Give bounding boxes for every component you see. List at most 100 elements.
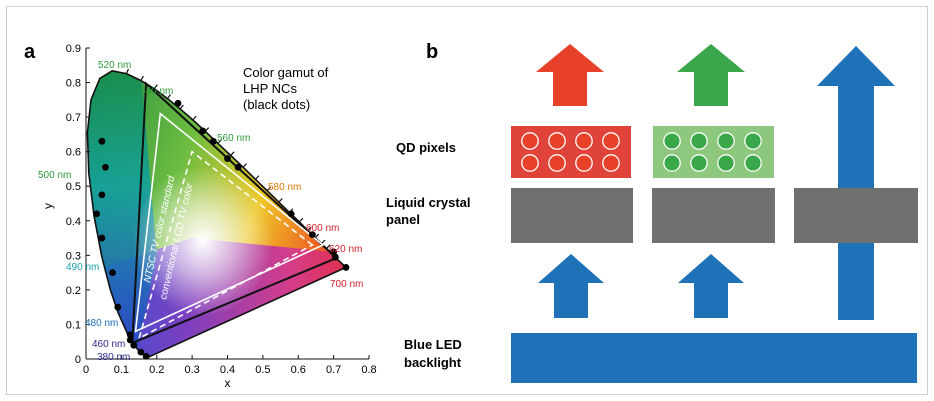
wavelength-label: 500 nm [38,170,71,181]
lhp-gamut-triangle [131,81,339,345]
lhp-nc-dot [114,303,122,311]
lhp-nc-dot [209,137,217,145]
panel-a: a 0 0.1 0.2 0.3 0.4 0.5 0.6 0.7 0.8 0 0.1 0.2 0.3 0.4… [24,41,377,390]
locus-tick [179,104,184,110]
lcd-triangle [137,150,314,340]
qd-dot [744,132,762,150]
lhp-nc-dot [137,348,145,356]
lhp-nc-dot [199,127,207,135]
x-tick-label: 0.7 [326,364,341,376]
y-tick-label: 0.1 [66,319,81,331]
y-tick-label: 0 [75,354,81,366]
panel-b: b QD pixels Liquid crystal panel Blue LE… [386,41,918,383]
wavelength-label: 480 nm [85,318,118,329]
x-tick-label: 0 [83,364,89,376]
wavelength-label: 700 nm [330,279,363,290]
wavelength-label: 460 nm [92,339,125,350]
lhp-nc-dot [93,210,101,218]
lhp-nc-dot [109,269,116,277]
qd-dot [717,154,735,172]
locus-tick [217,139,222,144]
x-tick-label: 0.4 [220,364,235,376]
wavelength-label: 600 nm [306,223,339,234]
blue-input-arrow-1 [538,254,604,318]
locus-tick [242,163,247,168]
figure-frame [6,6,928,395]
qd-dot [663,132,681,150]
x-tick-label: 0.1 [114,364,129,376]
qd-dot [663,154,681,172]
locus-tick [153,84,158,90]
locus-tick [266,186,272,192]
lc-block-2 [652,188,775,243]
qd-dot [690,154,708,172]
locus-tick [140,75,144,81]
gamut-triangles [131,81,339,345]
axes: 0 0.1 0.2 0.3 0.4 0.5 0.6 0.7 0.8 0 0.1 0.2 0.3 0.4 0.… [41,43,377,390]
lhp-nc-dot [142,352,150,360]
y-tick-label: 0.7 [66,112,81,124]
wavelength-label: 620 nm [329,244,362,255]
green-output-arrow [677,44,745,106]
locus-tick [314,233,320,239]
y-tick-label: 0.4 [66,216,81,228]
gamut-legend: Color gamut of LHP NCs (black dots) [243,65,329,112]
x-tick-label: 0.6 [291,364,306,376]
lc-panel-label-2: panel [386,212,420,227]
blue-passthrough-arrow [817,46,895,320]
lhp-nc-dot [287,210,295,218]
locus-tick [307,226,312,231]
ntsc-triangle [134,112,325,333]
wavelength-label: 380 nm [97,352,130,363]
blue-led-backlight [511,333,917,383]
lhp-nc-dot [330,248,338,256]
lhp-nc-dots [93,99,350,360]
qd-dot [548,154,566,172]
x-tick-label: 0.2 [149,364,164,376]
qd-dot [717,132,735,150]
legend-line-3: (black dots) [243,97,310,112]
locus-tick [255,175,260,180]
locus-tick [125,68,130,74]
lc-block-3 [794,188,918,243]
locus-tick [326,244,331,249]
locus-ticks [125,68,335,254]
x-axis-label: x [225,376,231,390]
green-qd-dots [663,132,762,172]
panel-a-label: a [24,41,36,63]
lhp-nc-dot [342,264,350,271]
y-tick-label: 0.8 [66,78,81,90]
lhp-nc-dot [98,137,106,145]
fill-white-point [132,166,273,317]
lhp-nc-dot [126,336,134,344]
lhp-nc-dot [98,234,106,242]
panel-b-label: b [426,41,438,63]
qd-dot [548,132,566,150]
locus-tick [166,94,171,99]
lhp-nc-dot [102,163,109,171]
qd-dot [744,154,762,172]
wavelength-label: 520 nm [98,60,131,71]
red-output-arrow [536,44,604,106]
wavelength-labels: 520 nm 540 nm 560 nm 580 nm 600 nm 620 nm 700 … [38,60,363,363]
led-label-2: backlight [404,355,462,370]
legend-line-2: LHP NCs [243,81,297,96]
wavelength-label: 540 nm [140,86,173,97]
y-tick-label: 0.5 [66,181,81,193]
wavelength-label: 490 nm [66,262,99,273]
wavelength-label: 560 nm [217,133,250,144]
lc-panel-label-1: Liquid crystal [386,195,471,210]
qd-dot [690,132,708,150]
y-tick-label: 0.2 [66,285,81,297]
lhp-nc-dot [126,331,134,339]
lhp-nc-dot [174,99,182,107]
qd-dot [521,132,539,150]
red-qd-dots [521,132,620,172]
locus-tick [298,217,304,223]
lc-block-1 [511,188,633,243]
led-label-1: Blue LED [404,337,462,352]
x-tick-label: 0.5 [255,364,270,376]
blue-input-arrow-2 [678,254,744,318]
qd-dot [575,154,593,172]
locus-tick [192,115,197,121]
